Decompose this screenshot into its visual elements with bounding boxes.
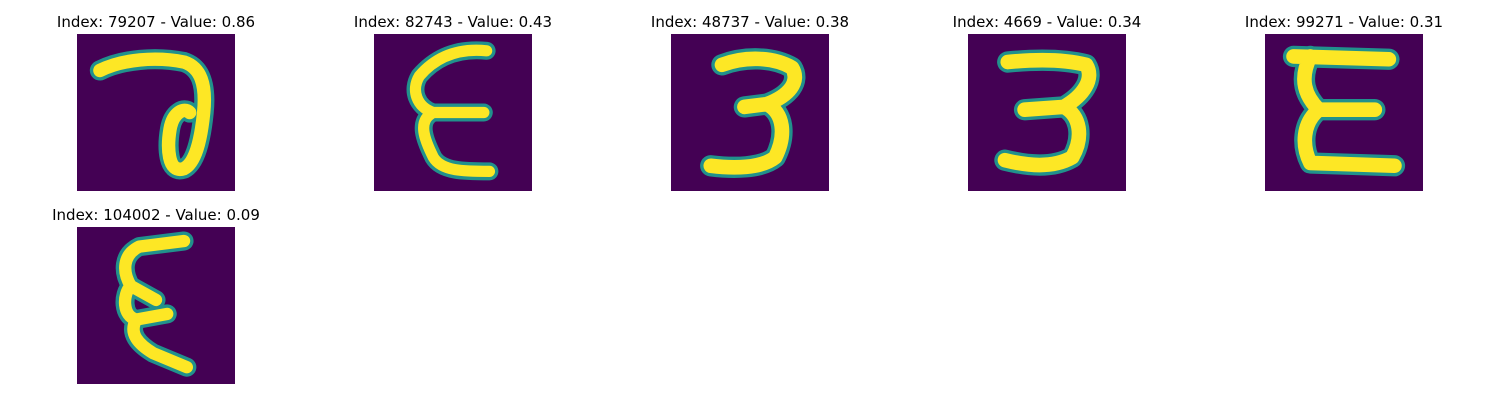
sample-title-4: Index: 4669 - Value: 0.34 — [952, 13, 1142, 31]
digit-image-3 — [671, 34, 829, 191]
digit-image-6 — [77, 227, 235, 384]
digit-image-1 — [77, 34, 235, 191]
sample-title-2: Index: 82743 - Value: 0.43 — [353, 13, 553, 31]
sample-title-1: Index: 79207 - Value: 0.86 — [56, 13, 256, 31]
sample-title-6: Index: 104002 - Value: 0.09 — [52, 206, 260, 224]
digit-image-4 — [968, 34, 1126, 191]
sample-title-5: Index: 99271 - Value: 0.31 — [1244, 13, 1444, 31]
digit-image-2 — [374, 34, 532, 191]
sample-title-3: Index: 48737 - Value: 0.38 — [650, 13, 850, 31]
digit-image-5 — [1265, 34, 1423, 191]
